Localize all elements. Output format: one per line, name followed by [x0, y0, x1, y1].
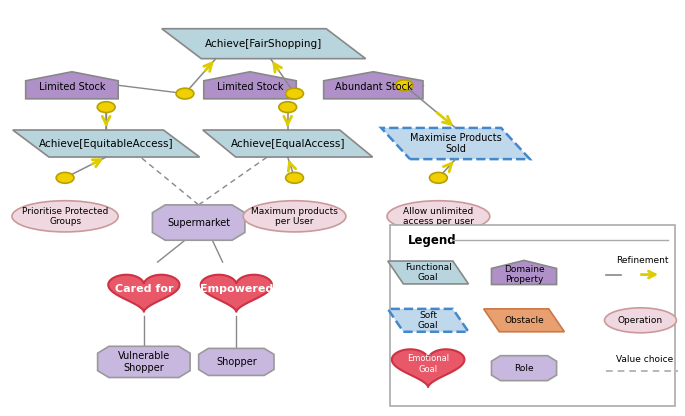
Circle shape [97, 102, 115, 112]
Text: Prioritise Protected
Groups: Prioritise Protected Groups [22, 207, 108, 226]
Polygon shape [108, 275, 179, 312]
Text: Maximum products
per User: Maximum products per User [251, 207, 338, 226]
Circle shape [286, 172, 303, 183]
Polygon shape [491, 356, 556, 381]
Circle shape [286, 88, 303, 99]
Text: Limited Stock: Limited Stock [38, 82, 105, 92]
Text: Achieve[FairShopping]: Achieve[FairShopping] [205, 39, 323, 49]
Polygon shape [199, 348, 274, 375]
Circle shape [429, 172, 447, 183]
FancyBboxPatch shape [390, 225, 675, 406]
Polygon shape [162, 29, 366, 59]
Text: Allow unlimited
access per user: Allow unlimited access per user [403, 207, 474, 226]
Text: Soft
Goal: Soft Goal [418, 311, 438, 330]
Polygon shape [388, 261, 469, 284]
Polygon shape [152, 205, 245, 240]
Circle shape [279, 102, 297, 112]
Circle shape [395, 80, 413, 91]
Polygon shape [204, 72, 296, 99]
Text: Vulnerable
Shopper: Vulnerable Shopper [118, 351, 170, 373]
Polygon shape [392, 349, 464, 387]
Polygon shape [484, 309, 564, 332]
Polygon shape [203, 130, 373, 157]
Text: Value choice: Value choice [616, 354, 674, 364]
Text: Operation: Operation [618, 316, 663, 325]
Ellipse shape [604, 308, 676, 333]
Text: Legend: Legend [408, 234, 456, 247]
Polygon shape [97, 346, 190, 378]
Polygon shape [201, 275, 272, 312]
Text: Limited Stock: Limited Stock [216, 82, 284, 92]
Polygon shape [25, 72, 118, 99]
Text: Obstacle: Obstacle [504, 316, 544, 325]
Text: Achieve[EqualAccess]: Achieve[EqualAccess] [230, 139, 345, 149]
Ellipse shape [12, 201, 118, 232]
Text: Supermarket: Supermarket [167, 218, 230, 228]
Text: Achieve[EquitableAccess]: Achieve[EquitableAccess] [39, 139, 173, 149]
Text: Functional
Goal: Functional Goal [405, 263, 451, 282]
Text: Shopper: Shopper [216, 357, 257, 367]
Text: Cared for: Cared for [114, 284, 173, 294]
Text: Refinement: Refinement [616, 256, 669, 265]
Text: Empowered: Empowered [200, 284, 273, 294]
Text: Emotional
Goal: Emotional Goal [407, 354, 449, 374]
Polygon shape [13, 130, 199, 157]
Text: Abundant Stock: Abundant Stock [334, 82, 412, 92]
Polygon shape [381, 128, 530, 159]
Polygon shape [491, 260, 556, 285]
Polygon shape [388, 309, 469, 332]
Text: Maximise Products
Sold: Maximise Products Sold [410, 133, 501, 154]
Circle shape [622, 270, 638, 280]
Circle shape [56, 172, 74, 183]
Ellipse shape [387, 201, 490, 232]
Polygon shape [324, 72, 423, 99]
Text: Role: Role [514, 364, 534, 373]
Circle shape [176, 88, 194, 99]
Text: Domaine
Property: Domaine Property [503, 265, 545, 284]
Ellipse shape [243, 201, 346, 232]
